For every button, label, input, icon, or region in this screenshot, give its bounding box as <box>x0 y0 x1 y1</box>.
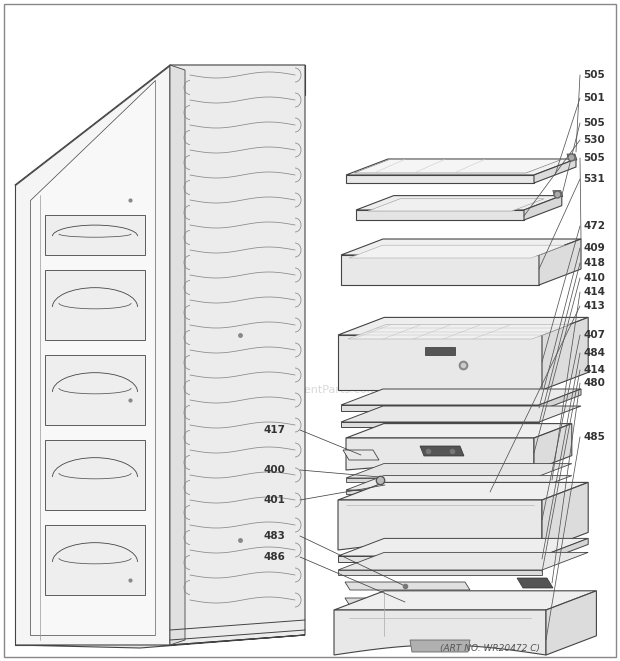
Text: 401: 401 <box>263 495 285 505</box>
Polygon shape <box>524 196 562 220</box>
Polygon shape <box>346 463 572 478</box>
Text: 480: 480 <box>583 378 605 388</box>
Polygon shape <box>341 239 581 255</box>
Polygon shape <box>45 440 145 510</box>
Polygon shape <box>546 591 596 655</box>
Polygon shape <box>368 199 544 211</box>
Text: 505: 505 <box>583 153 604 163</box>
Text: 407: 407 <box>583 330 605 340</box>
Polygon shape <box>15 635 305 648</box>
Text: 414: 414 <box>583 287 605 297</box>
Polygon shape <box>45 270 145 340</box>
Polygon shape <box>346 476 572 490</box>
Polygon shape <box>542 539 588 562</box>
Polygon shape <box>341 405 539 411</box>
Text: 501: 501 <box>583 93 604 103</box>
Polygon shape <box>349 245 565 258</box>
Polygon shape <box>343 450 379 460</box>
Polygon shape <box>338 556 542 562</box>
Polygon shape <box>170 65 305 645</box>
Polygon shape <box>170 65 185 645</box>
Polygon shape <box>346 424 572 438</box>
Polygon shape <box>345 598 470 606</box>
Polygon shape <box>341 406 581 422</box>
Polygon shape <box>567 154 577 160</box>
Polygon shape <box>338 539 588 556</box>
Polygon shape <box>410 640 470 652</box>
Text: 486: 486 <box>263 552 285 562</box>
Polygon shape <box>542 317 588 390</box>
Polygon shape <box>45 355 145 425</box>
Polygon shape <box>539 239 581 285</box>
Text: 400: 400 <box>263 465 285 475</box>
Polygon shape <box>341 389 581 405</box>
Polygon shape <box>338 500 542 550</box>
Polygon shape <box>338 570 542 575</box>
Polygon shape <box>338 553 588 570</box>
Polygon shape <box>425 347 455 355</box>
Polygon shape <box>338 483 588 500</box>
Polygon shape <box>338 335 542 390</box>
Polygon shape <box>334 610 546 655</box>
Text: 485: 485 <box>583 432 605 442</box>
Text: 530: 530 <box>583 135 604 145</box>
Polygon shape <box>341 422 539 427</box>
Polygon shape <box>346 159 576 175</box>
Polygon shape <box>346 490 534 494</box>
Polygon shape <box>553 190 563 196</box>
Text: 418: 418 <box>583 258 605 268</box>
Text: 472: 472 <box>583 221 605 231</box>
Polygon shape <box>420 446 464 456</box>
Polygon shape <box>539 389 581 411</box>
Polygon shape <box>534 424 572 470</box>
Polygon shape <box>348 325 570 339</box>
Text: 409: 409 <box>583 243 604 253</box>
Polygon shape <box>517 578 553 588</box>
Text: 505: 505 <box>583 70 604 80</box>
Text: 417: 417 <box>263 425 285 435</box>
Text: (ART NO. WR20472 C): (ART NO. WR20472 C) <box>440 644 540 652</box>
Polygon shape <box>346 438 534 470</box>
Polygon shape <box>45 525 145 595</box>
Polygon shape <box>542 483 588 550</box>
Text: 531: 531 <box>583 174 604 184</box>
Text: 414: 414 <box>583 365 605 375</box>
Polygon shape <box>356 210 524 220</box>
Polygon shape <box>534 159 576 183</box>
Polygon shape <box>45 215 145 255</box>
Text: 484: 484 <box>583 348 605 358</box>
Text: 410: 410 <box>583 273 605 283</box>
Text: eReplacementParts.com: eReplacementParts.com <box>242 385 378 395</box>
Polygon shape <box>341 255 539 285</box>
Polygon shape <box>346 175 534 183</box>
Text: 413: 413 <box>583 301 605 311</box>
Polygon shape <box>346 478 534 482</box>
Text: 505: 505 <box>583 118 604 128</box>
Polygon shape <box>334 591 596 610</box>
Polygon shape <box>30 80 155 635</box>
Polygon shape <box>356 196 562 210</box>
Polygon shape <box>345 582 470 590</box>
Polygon shape <box>354 159 562 173</box>
Text: 483: 483 <box>263 531 285 541</box>
Polygon shape <box>338 317 588 335</box>
Polygon shape <box>15 65 170 645</box>
